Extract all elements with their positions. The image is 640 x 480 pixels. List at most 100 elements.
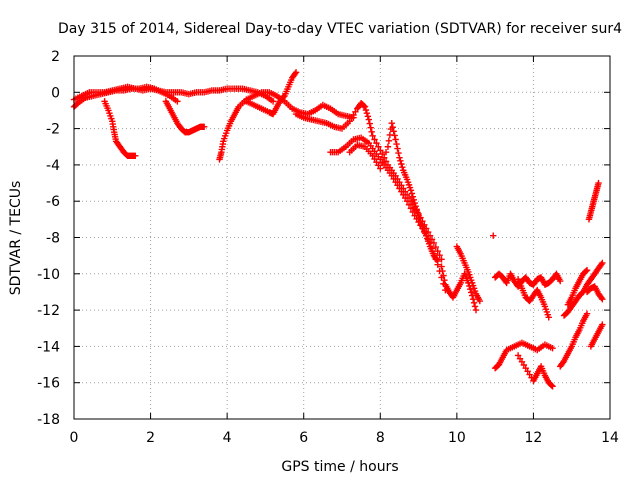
data-point: [408, 190, 416, 197]
data-point: [362, 106, 370, 114]
chart-title: Day 315 of 2014, Sidereal Day-to-day VTE…: [58, 21, 622, 37]
data-point: [364, 113, 372, 120]
x-axis-label: GPS time / hours: [281, 459, 398, 475]
y-tick-label: -12: [37, 303, 60, 319]
data-point: [395, 149, 402, 157]
data-point: [409, 193, 417, 200]
x-tick-label: 12: [525, 430, 543, 446]
data-point: [405, 201, 413, 209]
data-point: [583, 310, 591, 317]
x-tick-label: 0: [70, 430, 79, 446]
data-point: [389, 124, 396, 131]
data-point: [471, 303, 479, 310]
data-point: [583, 266, 591, 274]
data-point: [549, 345, 556, 352]
y-tick-label: -8: [46, 231, 60, 247]
x-tick-label: 14: [601, 430, 619, 446]
data-point: [394, 145, 401, 152]
data-point: [470, 299, 478, 307]
data-point: [380, 154, 388, 161]
data-point: [410, 196, 417, 204]
data-point: [599, 259, 606, 267]
data-point: [599, 296, 606, 303]
data-point: [377, 147, 384, 154]
series-track-dip-2: [162, 98, 208, 136]
data-point: [414, 209, 421, 216]
y-tick-label: -18: [37, 412, 60, 428]
data-point: [545, 314, 552, 321]
data-point: [384, 143, 392, 150]
series-track-early-2: [70, 83, 181, 111]
y-tick-label: -2: [46, 122, 60, 138]
data-point: [363, 109, 371, 117]
series-track-late-7: [557, 310, 591, 370]
data-point: [379, 159, 386, 167]
data-point: [399, 163, 406, 171]
grid-lines: [74, 56, 610, 419]
data-point: [598, 294, 605, 302]
series-track-mid-4: [346, 119, 441, 265]
axis-ticks: [73, 55, 611, 420]
series-track-late-8: [560, 259, 606, 319]
data-point: [441, 276, 448, 284]
y-tick-label: -10: [37, 267, 60, 283]
data-point: [476, 297, 484, 305]
series-track-late-12: [585, 179, 602, 223]
data-point: [439, 267, 446, 275]
data-point: [388, 119, 395, 127]
series-track-late-2: [453, 243, 484, 305]
series-track-late-4: [514, 276, 552, 321]
x-tick-label: 2: [146, 430, 155, 446]
data-point: [413, 206, 420, 213]
series-track-mid-3: [327, 134, 449, 294]
data-point: [291, 70, 299, 77]
data-point: [132, 152, 139, 160]
data-point: [549, 383, 556, 390]
x-tick-label: 4: [223, 430, 232, 446]
data-point: [377, 165, 384, 172]
data-point: [390, 128, 397, 135]
data-point: [582, 267, 590, 275]
data-point: [411, 199, 418, 207]
data-point: [397, 157, 404, 165]
x-tick-label: 8: [376, 430, 385, 446]
data-point: [490, 232, 497, 239]
data-point: [368, 128, 375, 135]
data-point: [366, 120, 373, 127]
data-point: [412, 202, 419, 210]
data-point: [438, 263, 445, 270]
y-tick-labels: 2 0 -2 -4 -6 -8 -10 -12 -14 -16 -18: [37, 49, 60, 428]
data-point: [292, 69, 300, 76]
data-point: [365, 116, 372, 123]
series-track-late-9: [564, 266, 591, 308]
series-track-mid-2: [292, 99, 445, 263]
data-point: [396, 154, 403, 161]
data-point: [598, 261, 605, 268]
data-point: [548, 382, 555, 389]
data-point: [472, 306, 480, 314]
data-point: [403, 198, 411, 205]
data-point: [436, 251, 443, 259]
data-point: [369, 132, 376, 140]
data-point: [434, 257, 441, 265]
data-markers: [70, 69, 606, 390]
data-point: [269, 98, 277, 105]
data-point: [174, 98, 181, 105]
series-track-dip-1: [101, 98, 139, 160]
data-point: [440, 272, 447, 279]
data-point: [360, 102, 368, 110]
x-tick-label: 10: [448, 430, 466, 446]
data-point: [200, 123, 208, 130]
data-point: [382, 158, 390, 165]
series-track-isolated: [490, 232, 497, 239]
data-point: [407, 187, 415, 194]
series-track-late-3: [491, 270, 564, 290]
series-track-late-1: [438, 263, 480, 314]
data-point: [393, 140, 400, 148]
data-point: [599, 321, 606, 328]
data-point: [385, 137, 393, 145]
data-point: [375, 143, 382, 150]
data-point: [361, 103, 369, 111]
data-point: [371, 136, 378, 143]
data-point: [467, 286, 474, 293]
